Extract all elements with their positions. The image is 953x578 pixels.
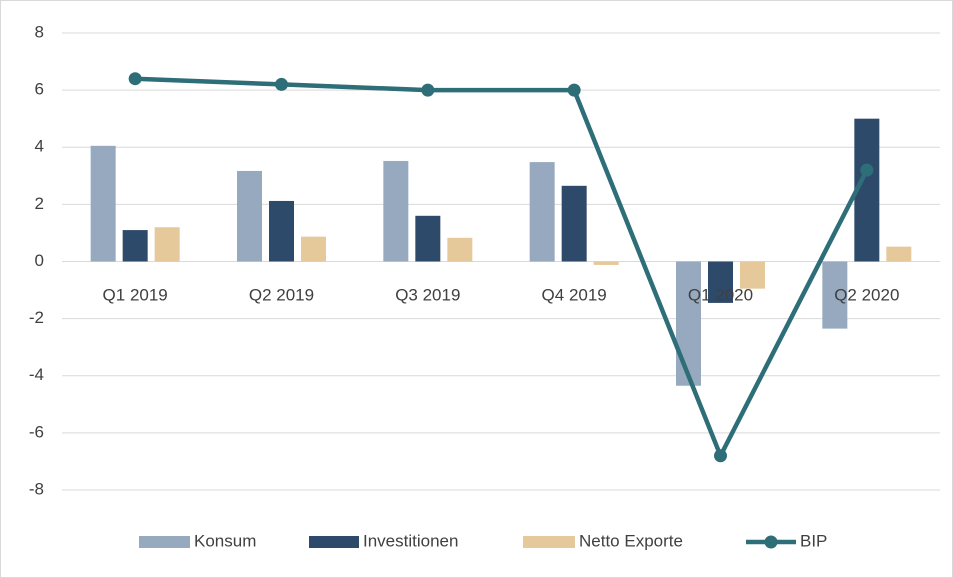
line-marker	[275, 77, 288, 91]
y-tick-label: 6	[35, 80, 44, 99]
line-marker	[421, 83, 435, 97]
bar	[708, 261, 733, 303]
x-tick-label: Q1 2020	[688, 285, 753, 304]
legend-label: Konsum	[194, 531, 256, 550]
legend-swatch	[523, 536, 575, 548]
legend-swatch	[309, 536, 359, 548]
bar	[676, 261, 701, 386]
x-tick-label: Q2 2019	[249, 285, 314, 304]
bar	[90, 145, 116, 262]
y-tick-label: -6	[29, 422, 44, 441]
bar	[154, 227, 180, 262]
bar	[529, 162, 555, 262]
line	[135, 76, 869, 458]
y-tick-label: 4	[35, 137, 44, 156]
legend-label: Netto Exporte	[579, 531, 683, 550]
legend-label: BIP	[800, 531, 827, 550]
bar	[237, 170, 262, 262]
legend-marker	[764, 535, 778, 549]
x-tick-label: Q3 2019	[395, 285, 460, 304]
x-tick-label: Q4 2019	[542, 285, 607, 304]
line-marker	[128, 72, 142, 86]
bar	[447, 237, 473, 262]
bar	[561, 185, 587, 262]
y-tick-label: 8	[35, 22, 44, 41]
bar	[383, 160, 409, 262]
bar	[740, 261, 765, 289]
y-tick-label: -4	[29, 365, 44, 384]
y-tick-label: -8	[29, 479, 44, 498]
bar	[593, 261, 619, 265]
bar	[822, 261, 848, 329]
y-tick-label: 2	[35, 194, 44, 213]
line-marker	[567, 83, 581, 97]
bar	[301, 236, 326, 262]
line-marker	[860, 163, 874, 177]
x-tick-label: Q1 2019	[103, 285, 168, 304]
legend-label: Investitionen	[363, 531, 458, 550]
y-tick-label: -2	[29, 308, 44, 327]
y-tick-label: 0	[35, 251, 44, 270]
bar	[269, 200, 294, 262]
line-marker	[714, 449, 727, 463]
x-tick-label: Q2 2020	[834, 285, 899, 304]
bar	[122, 230, 148, 262]
bar	[886, 246, 912, 262]
legend-swatch	[139, 536, 190, 548]
bar	[415, 215, 441, 262]
